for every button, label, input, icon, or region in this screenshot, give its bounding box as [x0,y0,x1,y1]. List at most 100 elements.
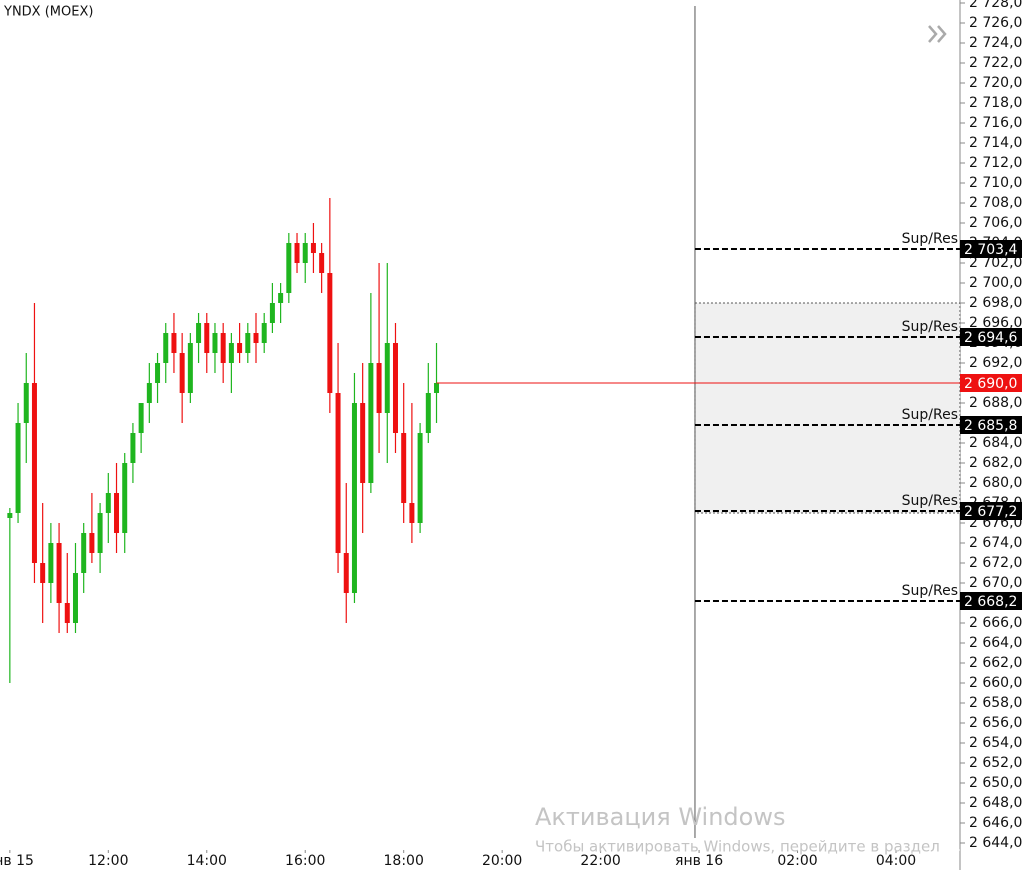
y-tick-label: 2 724,0 [969,35,1022,51]
candle-body [376,363,382,413]
level-label: 2 703,4 [964,242,1018,258]
candle-body [425,393,431,433]
y-tick-label: 2 688,0 [969,395,1022,411]
x-tick-label: 04:00 [876,853,916,869]
candle-body [130,433,136,463]
x-tick-label: 12:00 [88,853,128,869]
level-box [960,328,1022,346]
candle-body [64,603,70,623]
y-tick-label: 2 728,0 [969,0,1022,11]
level-label: 2 668,2 [964,594,1017,610]
level-box [960,416,1022,434]
y-tick-label: 2 652,0 [969,755,1022,771]
level-name: Sup/Res [902,231,958,247]
x-tick-label: 18:00 [384,853,424,869]
chevron [928,25,938,43]
candle-body [417,433,423,523]
candle-body [122,463,128,533]
y-tick-label: 2 674,0 [969,535,1022,551]
y-tick-label: 2 692,0 [969,355,1022,371]
level-name: Sup/Res [902,493,958,509]
level-box [960,502,1022,520]
candle-body [196,323,202,343]
y-tick-label: 2 716,0 [969,115,1022,131]
candle-body [278,293,284,303]
candle-body [351,403,357,593]
y-tick-label: 2 682,0 [969,455,1022,471]
candle-body [204,323,210,353]
y-tick-label: 2 696,0 [969,315,1022,331]
candle-body [89,533,95,553]
y-tick-label: 2 658,0 [969,695,1022,711]
y-tick-label: 2 654,0 [969,735,1022,751]
level-label: 2 694,6 [964,330,1018,346]
level-name: Sup/Res [902,319,958,335]
candle-body [15,423,21,513]
y-tick-label: 2 718,0 [969,95,1022,111]
candle-body [48,543,54,583]
candle-body [384,343,390,413]
candle-body [97,513,103,553]
y-tick-label: 2 680,0 [969,475,1022,491]
level-label: 2 685,8 [964,418,1017,434]
candle-body [392,343,398,433]
y-tick-label: 2 656,0 [969,715,1022,731]
candle-body [179,353,185,393]
y-tick-label: 2 646,0 [969,815,1022,831]
candle-body [253,333,259,343]
candle-body [212,333,218,353]
candle-body [327,273,333,393]
chevron [937,25,947,43]
x-tick-label: 02:00 [777,853,817,869]
y-tick-label: 2 714,0 [969,135,1022,151]
x-tick-label: янв 16 [675,853,723,869]
level-box [960,240,1022,258]
x-tick-label: 16:00 [285,853,325,869]
level-name: Sup/Res [902,583,958,599]
watermark-text: Чтобы активировать Windows, перейдите в … [535,838,940,856]
level-label: 2 677,2 [964,504,1017,520]
candle-body [23,383,29,423]
y-tick-label: 2 650,0 [969,775,1022,791]
y-tick-label: 2 672,0 [969,555,1022,571]
y-tick-label: 2 662,0 [969,655,1022,671]
candle-body [187,343,193,393]
candle-body [7,513,13,518]
candle-body [114,493,120,533]
candle-body [146,383,152,403]
expand-icon[interactable] [928,25,947,43]
candle-body [368,363,374,483]
y-tick-label: 2 706,0 [969,215,1022,231]
candle-body [319,253,325,273]
candle-body [163,333,169,363]
candle-body [286,243,292,293]
chart-title: YNDX (MOEX) [3,5,93,20]
y-tick-label: 2 648,0 [969,795,1022,811]
candle-body [343,553,349,593]
candle-body [302,243,308,263]
y-tick-label: 2 660,0 [969,675,1022,691]
candle-body [401,433,407,503]
y-tick-label: 2 670,0 [969,575,1022,591]
candle-body [56,543,62,603]
candle-body [31,383,37,563]
y-tick-label: 2 722,0 [969,55,1022,71]
y-tick-label: 2 684,0 [969,435,1022,451]
candle-body [294,243,300,263]
watermark-title: Активация Windows [535,803,785,831]
candle-body [105,493,111,513]
candle-body [237,343,243,353]
candle-body [155,363,161,383]
y-tick-label: 2 720,0 [969,75,1022,91]
x-tick-label: янв 15 [0,853,34,869]
candle-body [310,243,316,253]
candle-body [360,403,366,483]
last-price-box [960,374,1022,392]
candle-body [138,403,144,433]
x-tick-label: 22:00 [580,853,620,869]
level-box [960,592,1022,610]
candle-body [40,563,46,583]
candle-body [409,503,415,523]
level-name: Sup/Res [902,407,958,423]
